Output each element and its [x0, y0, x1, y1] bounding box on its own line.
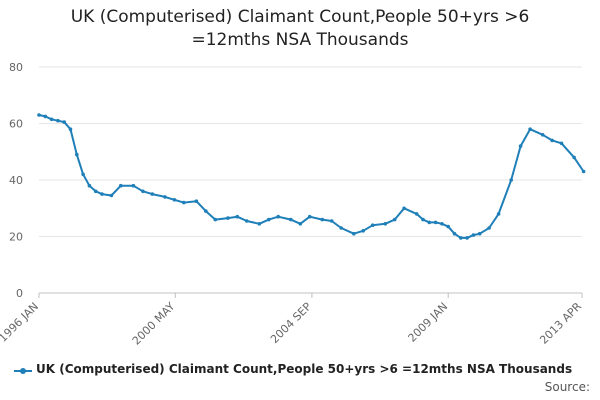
data-point[interactable]: [75, 152, 79, 157]
y-tick-label: 0: [16, 287, 23, 300]
data-point[interactable]: [43, 114, 48, 119]
data-point[interactable]: [414, 212, 419, 216]
data-point[interactable]: [204, 209, 208, 213]
x-axis: 1996 JAN 2000 MAY 2004 SEP 2009 JAN 2013 APR: [0, 293, 584, 348]
data-point[interactable]: [163, 195, 167, 199]
legend-series-label: UK (Computerised) Claimant Count,People …: [36, 362, 573, 376]
data-point[interactable]: [540, 133, 545, 137]
x-tick-label: 2004 SEP: [268, 300, 314, 346]
x-tick-label: 2013 APR: [537, 300, 584, 347]
data-point[interactable]: [172, 198, 177, 202]
data-point[interactable]: [226, 216, 230, 220]
data-point[interactable]: [194, 199, 199, 203]
data-point[interactable]: [370, 223, 375, 227]
data-point[interactable]: [109, 193, 114, 198]
data-point[interactable]: [550, 138, 554, 143]
series-line: [37, 113, 586, 240]
data-point[interactable]: [62, 120, 66, 124]
chart-title-line-2: =12mths NSA Thousands: [191, 30, 409, 50]
data-point[interactable]: [459, 236, 463, 240]
data-point[interactable]: [213, 217, 218, 222]
data-point[interactable]: [100, 192, 104, 196]
chart-title-line-1: UK (Computerised) Claimant Count,People …: [70, 7, 530, 27]
data-point[interactable]: [509, 178, 513, 182]
data-point[interactable]: [257, 222, 262, 226]
data-point[interactable]: [487, 226, 491, 230]
data-point[interactable]: [235, 214, 240, 219]
data-point[interactable]: [581, 169, 586, 174]
data-point[interactable]: [150, 192, 155, 196]
data-point[interactable]: [339, 226, 344, 230]
data-point[interactable]: [528, 127, 532, 131]
data-point[interactable]: [572, 155, 576, 160]
x-tick-label: 1996 JAN: [0, 300, 41, 345]
data-point[interactable]: [49, 117, 54, 122]
legend-series-marker: [14, 368, 32, 374]
y-tick-label: 40: [9, 174, 23, 187]
data-point[interactable]: [81, 172, 85, 177]
data-point[interactable]: [320, 217, 325, 222]
data-point[interactable]: [477, 231, 482, 236]
y-tick-label: 80: [9, 61, 23, 74]
data-point[interactable]: [465, 236, 469, 240]
legend[interactable]: UK (Computerised) Claimant Count,People …: [14, 362, 594, 380]
data-point[interactable]: [119, 183, 123, 188]
data-point[interactable]: [87, 183, 92, 188]
data-point[interactable]: [383, 222, 388, 226]
gridlines: [39, 66, 582, 294]
data-point[interactable]: [141, 189, 145, 194]
data-point[interactable]: [433, 220, 438, 225]
data-point[interactable]: [402, 206, 406, 211]
data-point[interactable]: [68, 127, 73, 131]
data-point[interactable]: [182, 200, 186, 205]
data-point[interactable]: [440, 222, 444, 226]
data-point[interactable]: [276, 214, 281, 219]
data-point[interactable]: [446, 224, 451, 229]
data-point[interactable]: [559, 141, 564, 146]
source-label: Source:: [544, 380, 590, 394]
data-point[interactable]: [329, 219, 334, 223]
data-point[interactable]: [267, 217, 271, 222]
x-tick-label: 2009 JAN: [406, 300, 451, 345]
data-point[interactable]: [452, 231, 457, 236]
data-point[interactable]: [352, 231, 356, 236]
data-point[interactable]: [518, 144, 523, 148]
chart-title: UK (Computerised) Claimant Count,People …: [0, 6, 600, 52]
data-point[interactable]: [427, 220, 432, 225]
data-point[interactable]: [245, 219, 249, 223]
series-path: [38, 114, 585, 239]
data-point[interactable]: [298, 222, 303, 226]
data-point[interactable]: [131, 183, 136, 188]
data-point[interactable]: [392, 217, 397, 222]
data-point[interactable]: [361, 229, 366, 233]
data-point[interactable]: [496, 212, 501, 216]
x-tick-label: 2000 MAY: [130, 300, 178, 348]
data-point[interactable]: [289, 217, 293, 222]
y-tick-label: 60: [9, 118, 23, 131]
y-tick-label: 20: [9, 231, 23, 244]
data-point[interactable]: [56, 118, 60, 123]
data-point[interactable]: [93, 189, 98, 194]
series-layer: [37, 113, 586, 240]
data-point[interactable]: [307, 214, 312, 219]
y-axis: 0 20 40 60 80: [9, 61, 23, 300]
data-point[interactable]: [471, 233, 476, 237]
data-point[interactable]: [37, 113, 41, 117]
data-point[interactable]: [421, 217, 425, 222]
